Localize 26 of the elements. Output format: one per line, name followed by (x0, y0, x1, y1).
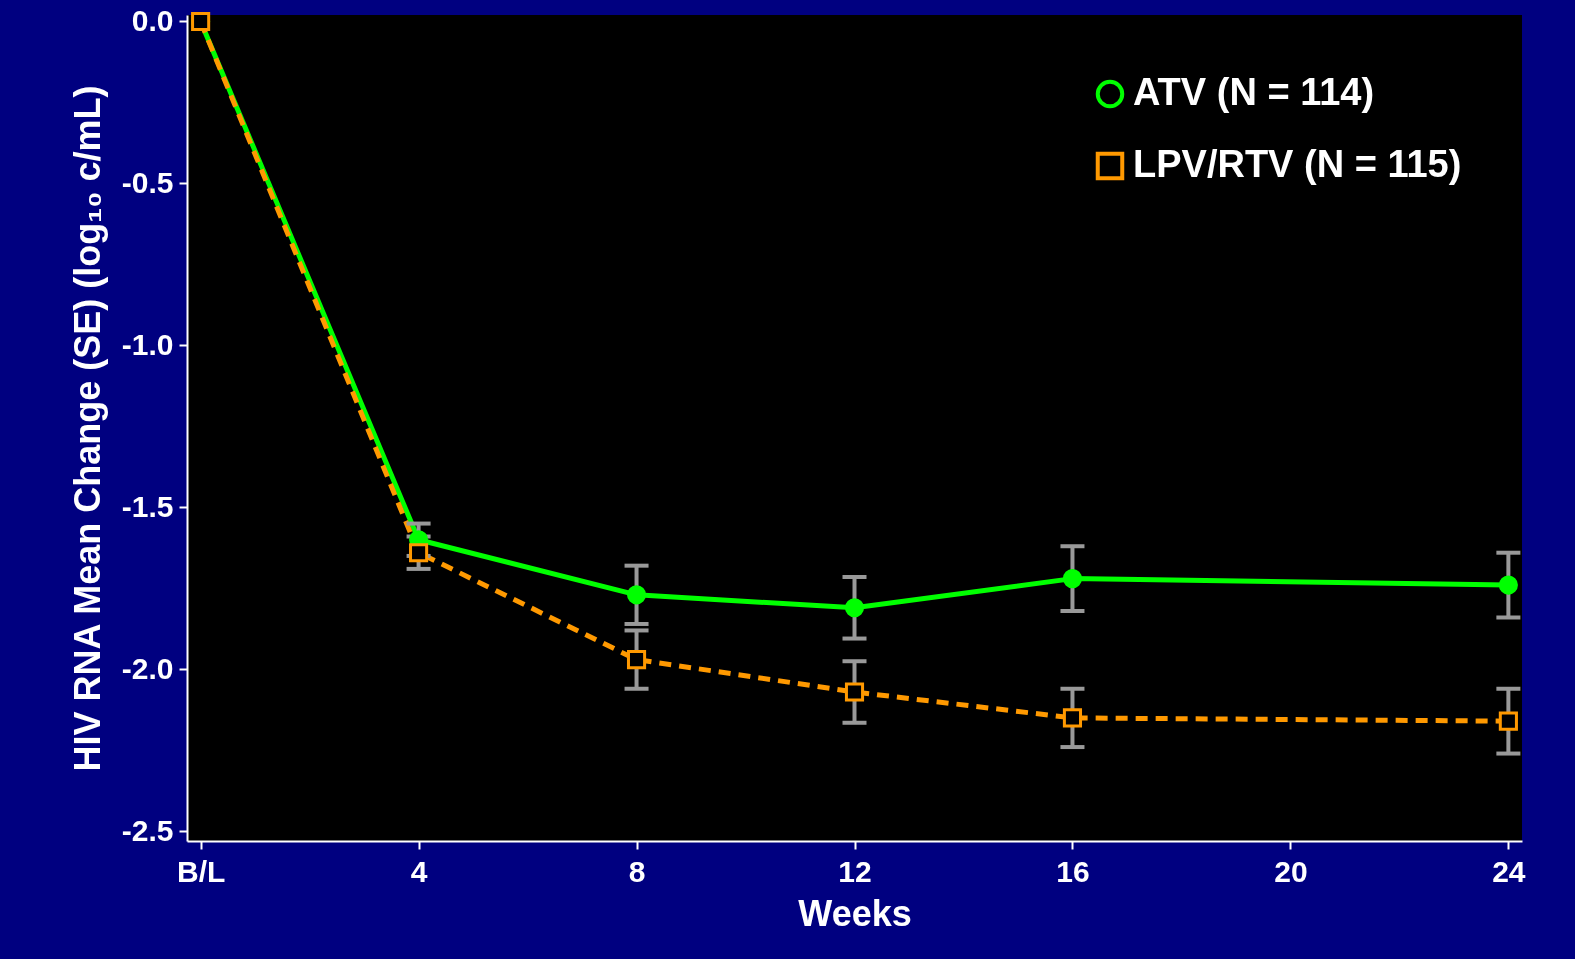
point (844, 682, 865, 702)
y-axis-title: HIV RNA Mean Change (SE) (log₁₀ c/mL) (66, 85, 108, 772)
point (1062, 569, 1083, 589)
x-tick-label: 16 (1056, 854, 1090, 888)
x-axis-title: Weeks (798, 892, 912, 934)
legend-label: ATV (N = 114) (1133, 71, 1375, 113)
x-tick-label: B/L (176, 854, 226, 888)
point (844, 598, 865, 618)
y-tick-label: 0.0 (131, 3, 174, 37)
point (1498, 711, 1518, 731)
legend-label: LPV/RTV (N = 115) (1133, 143, 1462, 185)
y-tick-label: -2.5 (121, 813, 174, 847)
y-tick-label: -0.5 (121, 165, 174, 199)
x-tick-label: 20 (1274, 854, 1308, 888)
x-tick-label: 24 (1492, 854, 1526, 888)
y-tick-label: -1.5 (121, 489, 174, 523)
x-tick-label: 8 (628, 854, 646, 888)
x-tick-label: 12 (838, 854, 872, 888)
y-tick-label: -1.0 (121, 327, 174, 361)
point (626, 650, 647, 670)
x-tick-label: 4 (410, 854, 428, 888)
point (626, 585, 647, 605)
point (409, 543, 429, 563)
y-tick-label: -2.0 (121, 651, 174, 685)
point (1062, 708, 1083, 728)
point (1498, 575, 1518, 595)
